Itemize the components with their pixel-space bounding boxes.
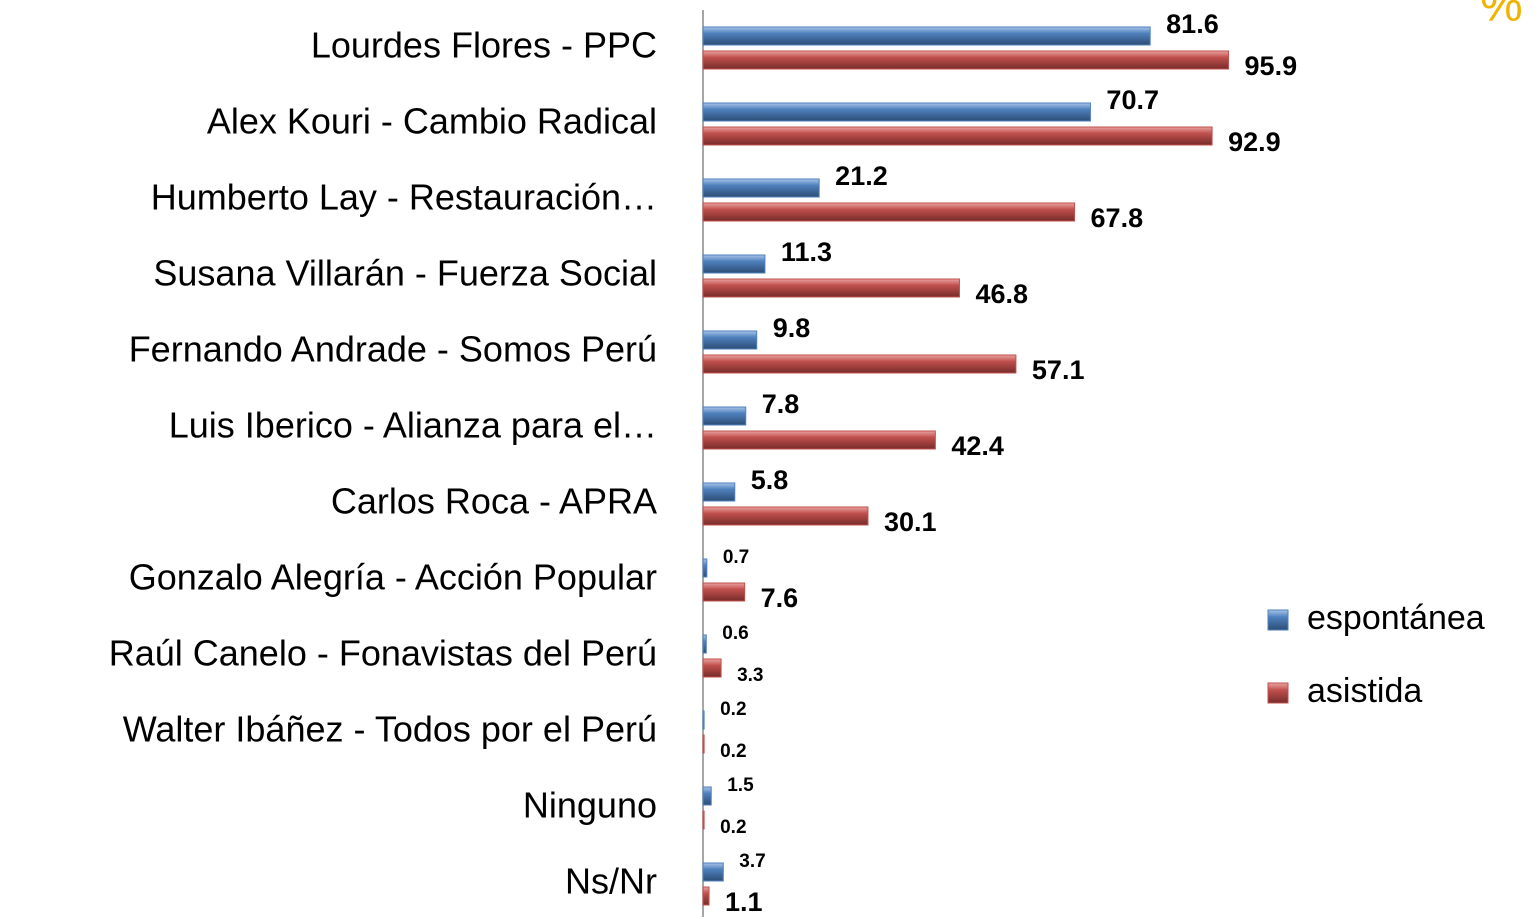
- category-label: Ninguno: [523, 785, 657, 826]
- value-label: 1.5: [727, 775, 754, 796]
- category-label: Susana Villarán - Fuerza Social: [153, 253, 657, 294]
- bar: [702, 482, 736, 502]
- value-label: 46.8: [975, 279, 1028, 309]
- category-label: Walter Ibáñez - Todos por el Perú: [123, 709, 657, 750]
- value-label: 30.1: [884, 507, 937, 537]
- category-label: Ns/Nr: [565, 861, 657, 902]
- legend-swatch: [1267, 682, 1289, 704]
- bar: [702, 634, 707, 654]
- legend-label: asistida: [1307, 672, 1422, 710]
- category-label: Alex Kouri - Cambio Radical: [207, 101, 657, 142]
- value-label: 67.8: [1091, 203, 1144, 233]
- bar: [702, 254, 766, 274]
- bar: [702, 178, 820, 198]
- bar: [702, 810, 705, 830]
- bar: [702, 886, 710, 906]
- legend-swatch: [1267, 609, 1289, 631]
- value-label: 3.7: [739, 851, 765, 872]
- category-label: Fernando Andrade - Somos Perú: [129, 329, 657, 370]
- value-label: 11.3: [781, 237, 832, 267]
- value-label: 0.2: [720, 699, 746, 720]
- value-label: 95.9: [1245, 51, 1298, 81]
- bar: [702, 862, 724, 882]
- category-label: Raúl Canelo - Fonavistas del Perú: [109, 633, 657, 674]
- value-label: 57.1: [1032, 355, 1085, 385]
- value-label: 81.6: [1166, 9, 1219, 39]
- bar: [702, 354, 1017, 374]
- bar: [702, 278, 960, 298]
- bar: [702, 330, 758, 350]
- value-label: 7.6: [761, 583, 799, 613]
- value-label: 21.2: [835, 161, 888, 191]
- bar: [702, 26, 1151, 46]
- category-label: Lourdes Flores - PPC: [311, 25, 657, 66]
- value-label: 92.9: [1228, 127, 1281, 157]
- bar: [702, 734, 705, 754]
- value-label: 3.3: [737, 665, 763, 686]
- category-label: Luis Iberico - Alianza para el…: [169, 405, 657, 446]
- bar: [702, 202, 1076, 222]
- bar: [702, 786, 712, 806]
- category-label: Carlos Roca - APRA: [331, 481, 657, 522]
- bar: [702, 582, 746, 602]
- bar: [702, 50, 1230, 70]
- bar: [702, 658, 722, 678]
- bar: [702, 102, 1091, 122]
- value-label: 7.8: [762, 389, 800, 419]
- value-label: 0.6: [722, 623, 748, 644]
- bar: [702, 558, 708, 578]
- bar: [702, 710, 705, 730]
- value-label: 0.2: [720, 817, 746, 838]
- category-label: Gonzalo Alegría - Acción Popular: [129, 557, 657, 598]
- value-label: 9.8: [773, 313, 811, 343]
- value-label: 0.2: [720, 741, 746, 762]
- value-label: 1.1: [725, 887, 763, 917]
- value-label: 70.7: [1106, 85, 1159, 115]
- bar: [702, 406, 747, 426]
- value-label: 5.8: [751, 465, 789, 495]
- bar: [702, 506, 869, 526]
- value-label: 42.4: [951, 431, 1004, 461]
- category-label: Humberto Lay - Restauración…: [151, 177, 657, 218]
- value-label: 0.7: [723, 547, 749, 568]
- annotation: %: [1480, 0, 1523, 32]
- legend-label: espontánea: [1307, 599, 1485, 637]
- bar: [702, 126, 1213, 146]
- bar: [702, 430, 936, 450]
